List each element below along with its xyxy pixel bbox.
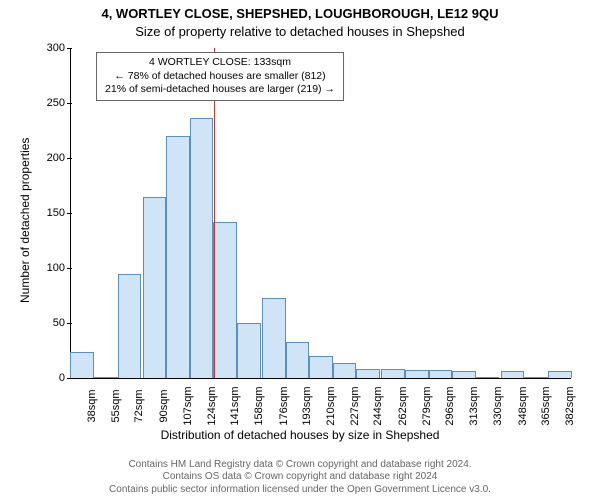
x-tick: 90sqm	[154, 389, 170, 422]
x-tick: 279sqm	[417, 386, 433, 425]
y-tick: 250	[47, 97, 71, 109]
x-tick: 38sqm	[82, 389, 98, 422]
x-tick: 244sqm	[368, 386, 384, 425]
x-axis-label: Distribution of detached houses by size …	[0, 428, 600, 442]
x-tick: 296sqm	[440, 386, 456, 425]
histogram-bar	[70, 352, 94, 378]
property-annotation-box: 4 WORTLEY CLOSE: 133sqm← 78% of detached…	[96, 52, 344, 101]
x-tick: 382sqm	[560, 386, 576, 425]
histogram-bar	[548, 371, 572, 378]
x-tick: 72sqm	[129, 389, 145, 422]
x-tick: 227sqm	[345, 386, 361, 425]
x-tick: 348sqm	[513, 386, 529, 425]
histogram-bar	[143, 197, 167, 379]
histogram-bar	[213, 222, 237, 378]
x-tick: 176sqm	[274, 386, 290, 425]
y-tick: 0	[59, 372, 71, 384]
page-title: 4, WORTLEY CLOSE, SHEPSHED, LOUGHBOROUGH…	[0, 6, 600, 21]
annotation-line: 21% of semi-detached houses are larger (…	[105, 83, 335, 97]
histogram-bar	[190, 118, 214, 378]
histogram-bar	[94, 377, 118, 378]
y-tick: 100	[47, 262, 71, 274]
x-tick: 141sqm	[225, 386, 241, 425]
histogram-bar	[237, 323, 261, 378]
y-tick: 200	[47, 152, 71, 164]
x-tick: 107sqm	[178, 386, 194, 425]
histogram-bar	[262, 298, 286, 378]
x-tick: 262sqm	[393, 386, 409, 425]
y-axis-label: Number of detached properties	[18, 138, 32, 303]
x-tick: 313sqm	[464, 386, 480, 425]
histogram-bar	[166, 136, 190, 378]
histogram-bar	[405, 370, 429, 378]
histogram-bar	[333, 363, 357, 378]
histogram-bar	[476, 377, 500, 378]
x-tick: 365sqm	[536, 386, 552, 425]
annotation-line: 4 WORTLEY CLOSE: 133sqm	[105, 56, 335, 70]
x-tick: 124sqm	[202, 386, 218, 425]
x-tick: 210sqm	[321, 386, 337, 425]
histogram-bar	[429, 370, 453, 378]
y-tick: 150	[47, 207, 71, 219]
histogram-bar	[309, 356, 333, 378]
histogram-bar	[356, 369, 380, 378]
x-tick: 193sqm	[297, 386, 313, 425]
footer-line-3: Contains public sector information licen…	[0, 484, 600, 497]
x-tick: 330sqm	[488, 386, 504, 425]
x-tick: 158sqm	[249, 386, 265, 425]
page-subtitle: Size of property relative to detached ho…	[0, 24, 600, 39]
footer-attribution: Contains HM Land Registry data © Crown c…	[0, 459, 600, 497]
x-tick: 55sqm	[106, 389, 122, 422]
histogram-bar	[501, 371, 525, 378]
y-tick: 50	[53, 317, 71, 329]
y-tick: 300	[47, 42, 71, 54]
histogram-bar	[286, 342, 310, 378]
histogram-bar	[381, 369, 405, 378]
histogram-bar	[524, 377, 548, 378]
footer-line-2: Contains OS data © Crown copyright and d…	[0, 471, 600, 484]
histogram-bar	[452, 371, 476, 378]
annotation-line: ← 78% of detached houses are smaller (81…	[105, 70, 335, 84]
footer-line-1: Contains HM Land Registry data © Crown c…	[0, 459, 600, 472]
histogram-bar	[118, 274, 142, 379]
